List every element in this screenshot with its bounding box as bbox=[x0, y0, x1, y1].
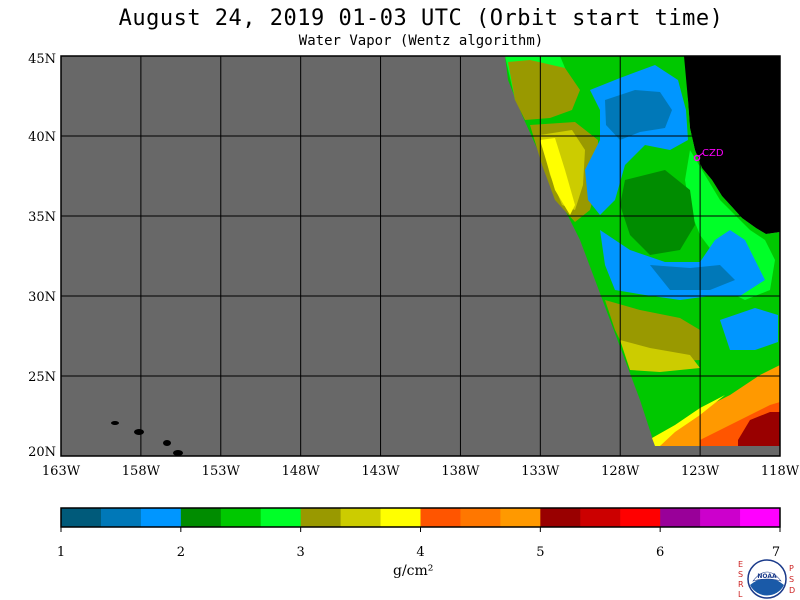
colorbar-bin bbox=[380, 508, 421, 527]
land-mass bbox=[684, 56, 780, 234]
colorbar-bin bbox=[660, 508, 701, 527]
colorbar-bin bbox=[620, 508, 661, 527]
colorbar-bin bbox=[420, 508, 461, 527]
lon-label: 133W bbox=[521, 464, 560, 479]
lon-label: 158W bbox=[122, 464, 161, 479]
vapor-region-yellow bbox=[540, 138, 575, 215]
colorbar-tick-label: 4 bbox=[416, 545, 424, 560]
colorbar-bin bbox=[340, 508, 382, 527]
colorbar-bin bbox=[140, 508, 182, 527]
vapor-region-blue bbox=[720, 308, 778, 350]
lon-label: 128W bbox=[601, 464, 640, 479]
vapor-region-dark-red bbox=[738, 412, 780, 446]
lat-label: 45N bbox=[28, 52, 56, 67]
satellite-swath bbox=[505, 56, 780, 446]
lon-label: 153W bbox=[202, 464, 241, 479]
vapor-region-dark-blue bbox=[605, 90, 672, 140]
station-label: CZD bbox=[702, 148, 724, 159]
colorbar-tick-label: 2 bbox=[177, 545, 185, 560]
colorbar-tick-label: 6 bbox=[656, 545, 664, 560]
map-title: August 24, 2019 01-03 UTC (Orbit start t… bbox=[118, 6, 724, 31]
colorbar-units: g/cm² bbox=[393, 563, 434, 579]
colorbar-bin bbox=[700, 508, 741, 527]
hawaiian-islands bbox=[111, 421, 183, 456]
colorbar-bin bbox=[300, 508, 342, 527]
vapor-region-yellow-olive bbox=[620, 340, 700, 372]
vapor-region-dark-green bbox=[620, 170, 695, 255]
logo-letter: E bbox=[738, 560, 743, 569]
logo-letter: S bbox=[789, 575, 794, 584]
logo-letter: L bbox=[738, 590, 743, 599]
logo-letter: D bbox=[789, 586, 795, 595]
lon-label: 148W bbox=[282, 464, 321, 479]
lon-label: 138W bbox=[441, 464, 480, 479]
colorbar-bin bbox=[460, 508, 501, 527]
colorbar-tick-label: 3 bbox=[297, 545, 305, 560]
colorbar-bin bbox=[740, 508, 781, 527]
colorbar-tick-label: 1 bbox=[57, 545, 65, 560]
vapor-region-olive bbox=[508, 60, 580, 120]
lon-label: 123W bbox=[681, 464, 720, 479]
logo-letter: R bbox=[738, 580, 744, 589]
colorbar-bin bbox=[500, 508, 541, 527]
longitude-labels: 163W 158W 153W 148W 143W 138W 133W 128W 123W 118W bbox=[42, 464, 800, 479]
map-frame bbox=[60, 55, 781, 457]
colorbar-bin bbox=[260, 508, 302, 527]
colorbar-bin bbox=[61, 508, 102, 527]
colorbar-bin bbox=[540, 508, 581, 527]
lat-lon-grid bbox=[61, 56, 780, 456]
lon-label: 163W bbox=[42, 464, 81, 479]
colorbar-bin bbox=[580, 508, 621, 527]
lat-label: 40N bbox=[28, 130, 56, 145]
logo-letter: P bbox=[789, 564, 794, 573]
colorbar-bin bbox=[180, 508, 222, 527]
lat-label: 25N bbox=[28, 370, 56, 385]
lon-label: 143W bbox=[361, 464, 400, 479]
colorbar-tick-label: 7 bbox=[772, 545, 780, 560]
lon-label: 118W bbox=[761, 464, 800, 479]
vapor-region-yellow bbox=[652, 395, 725, 446]
colorbar-bin bbox=[100, 508, 142, 527]
logo-letter: S bbox=[738, 570, 743, 579]
station-marker: CZD bbox=[693, 148, 724, 162]
vapor-region-dark-blue bbox=[650, 265, 735, 290]
noaa-esrl-psd-logo: E S R L P S D NOAA bbox=[738, 559, 795, 599]
lat-label: 20N bbox=[28, 445, 56, 460]
colorbar-tick-label: 5 bbox=[536, 545, 544, 560]
latitude-labels: 45N 40N 35N 30N 25N 20N bbox=[28, 52, 56, 460]
lat-label: 35N bbox=[28, 210, 56, 225]
map-subtitle: Water Vapor (Wentz algorithm) bbox=[298, 33, 544, 49]
colorbar-tick-labels: 1 2 3 4 5 6 7 bbox=[57, 527, 781, 560]
colorbar bbox=[60, 507, 781, 528]
lat-label: 30N bbox=[28, 290, 56, 305]
logo-center-text: NOAA bbox=[757, 573, 777, 580]
colorbar-bin bbox=[220, 508, 262, 527]
